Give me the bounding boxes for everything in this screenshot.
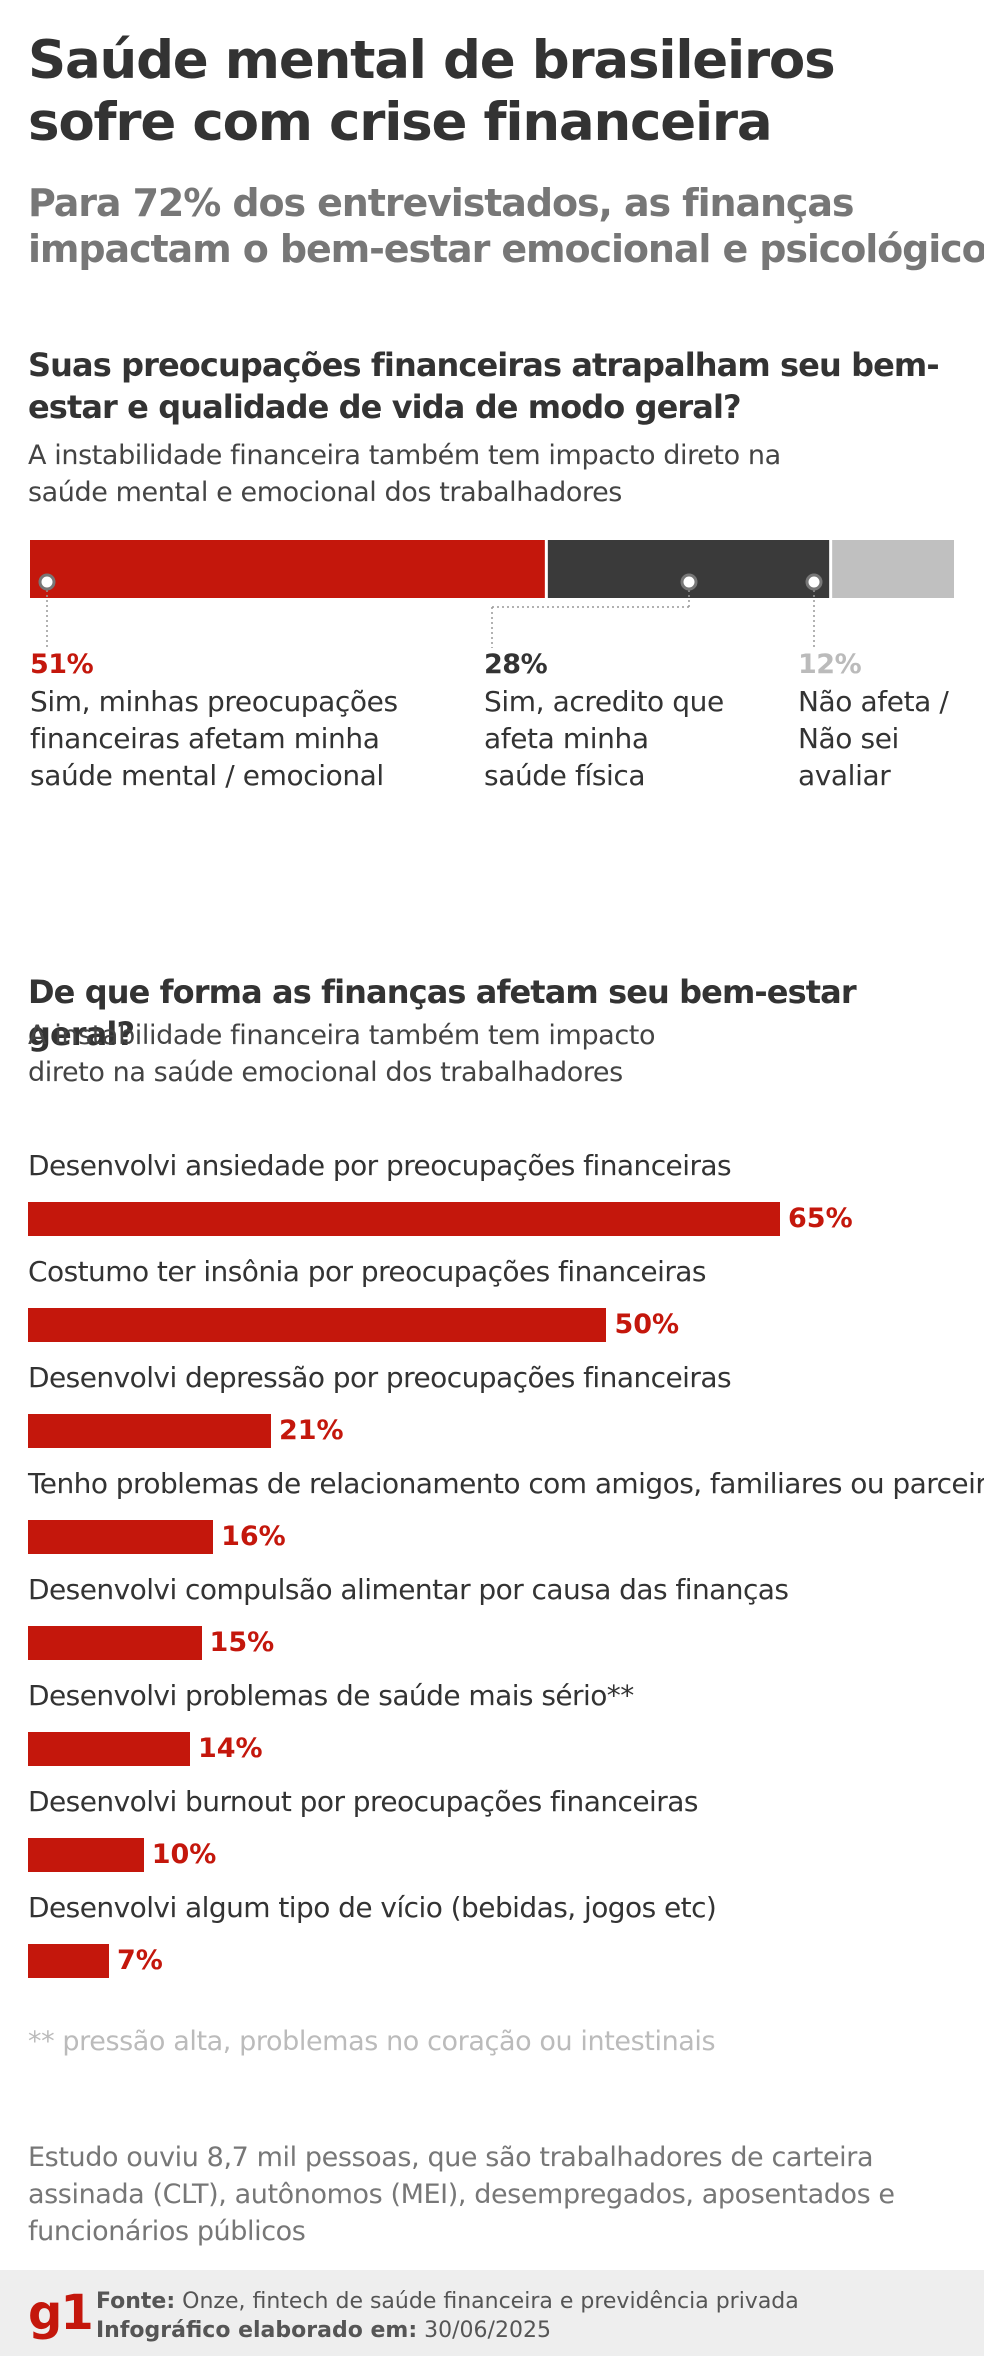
- g1-logo: g1: [28, 2285, 94, 2341]
- source-label: Fonte:: [96, 2289, 176, 2314]
- source-line: Fonte: Onze, fintech de saúde financeira…: [96, 2288, 799, 2316]
- bar-4: [28, 1520, 214, 1554]
- stacked-bar-chart: [30, 540, 954, 648]
- bar-value-7: 10%: [151, 1839, 217, 1870]
- bar-label-6: Desenvolvi problemas de saúde mais sério…: [28, 1679, 634, 1712]
- date-text: 30/06/2025: [424, 2318, 551, 2343]
- study-info: Estudo ouviu 8,7 mil pessoas, que são tr…: [28, 2142, 895, 2247]
- bar-value-8: 7%: [116, 1945, 163, 1976]
- stack-segment-1: [30, 540, 545, 598]
- bar-label-2: Costumo ter insônia por preocupações fin…: [28, 1255, 707, 1288]
- bar-label-3: Desenvolvi depressão por preocupações fi…: [28, 1361, 732, 1394]
- bar-label-1: Desenvolvi ansiedade por preocupações fi…: [28, 1149, 732, 1182]
- chart2-subtitle: A instabilidade financeira também tem im…: [28, 1020, 656, 1088]
- chart1-title: Suas preocupações financeiras atrapalham…: [28, 346, 940, 426]
- bar-label-4: Tenho problemas de relacionamento com am…: [28, 1467, 984, 1500]
- bar-label-8: Desenvolvi algum tipo de vício (bebidas,…: [28, 1891, 717, 1924]
- segment-pct-2: 28%: [484, 649, 548, 680]
- segment-label-1: Sim, minhas preocupações financeiras afe…: [30, 685, 398, 792]
- segment-marker-3: [805, 573, 823, 591]
- bar-1: [28, 1202, 780, 1236]
- footnote: ** pressão alta, problemas no coração ou…: [28, 2026, 716, 2057]
- page-subtitle: Para 72% dos entrevistados, as finanças …: [28, 181, 984, 271]
- bar-3: [28, 1414, 271, 1448]
- bar-value-6: 14%: [197, 1733, 263, 1764]
- bar-5: [28, 1626, 202, 1660]
- bar-6: [28, 1732, 190, 1766]
- chart2-title: De que forma as finanças afetam seu bem-…: [28, 973, 857, 1053]
- bar-8: [28, 1944, 109, 1978]
- date-label: Infográfico elaborado em:: [96, 2318, 418, 2343]
- segment-pct-3: 12%: [798, 649, 862, 680]
- segment-pct-1: 51%: [30, 649, 94, 680]
- page-title: Saúde mental de brasileiros sofre com cr…: [28, 30, 836, 153]
- bar-value-5: 15%: [209, 1627, 275, 1658]
- segment-marker-1: [38, 573, 56, 591]
- stack-segment-3: [832, 540, 954, 598]
- bar-value-3: 21%: [278, 1415, 344, 1446]
- footer-bar: [0, 2270, 984, 2356]
- date-line: Infográfico elaborado em: 30/06/2025: [96, 2317, 551, 2345]
- bar-label-5: Desenvolvi compulsão alimentar por causa…: [28, 1573, 789, 1606]
- bar-value-2: 50%: [614, 1309, 680, 1340]
- bar-2: [28, 1308, 607, 1342]
- bar-value-1: 65%: [788, 1203, 853, 1234]
- bar-value-4: 16%: [221, 1521, 286, 1552]
- segment-label-2: Sim, acredito que afeta minha saúde físi…: [484, 685, 724, 792]
- source-text: Onze, fintech de saúde financeira e prev…: [182, 2289, 799, 2314]
- segment-marker-2: [680, 573, 698, 591]
- chart1-subtitle: A instabilidade financeira também tem im…: [28, 440, 781, 508]
- segment-label-3: Não afeta / Não sei avaliar: [798, 685, 949, 792]
- bar-label-7: Desenvolvi burnout por preocupações fina…: [28, 1785, 698, 1818]
- bar-7: [28, 1838, 144, 1872]
